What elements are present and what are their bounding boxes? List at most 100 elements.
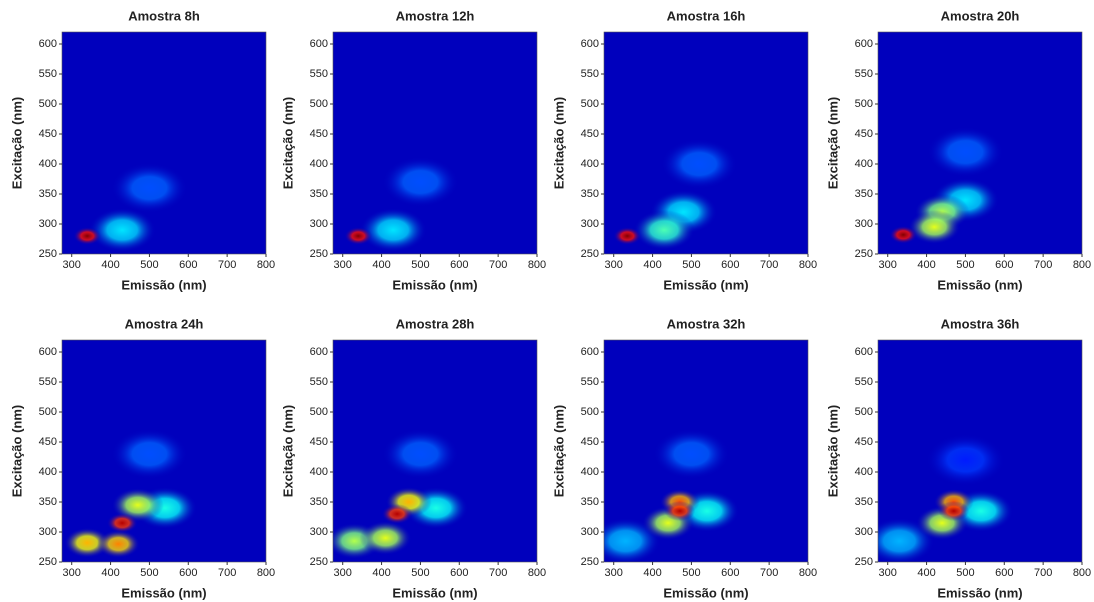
- y-tick-label: 350: [581, 188, 599, 200]
- plot-frame: [603, 339, 809, 563]
- y-axis-label: Excitação (nm): [551, 405, 566, 497]
- y-axis-label: Excitação (nm): [9, 97, 24, 189]
- x-tick-label: 800: [1073, 259, 1091, 271]
- y-tick-label: 300: [855, 526, 873, 538]
- x-axis-label: Emissão (nm): [121, 585, 206, 600]
- y-tick-label: 500: [855, 98, 873, 110]
- x-tick-label: 500: [140, 259, 158, 271]
- chart-title: Amostra 8h: [128, 8, 200, 23]
- x-tick-label: 700: [760, 259, 778, 271]
- peak: [925, 434, 1005, 486]
- heatmap-layer: [344, 157, 459, 252]
- x-tick-label: 800: [257, 259, 275, 271]
- x-tick-label: 400: [372, 567, 390, 579]
- plot-frame: [877, 31, 1083, 255]
- y-tick-label: 600: [39, 346, 57, 358]
- x-tick-label: 800: [528, 567, 546, 579]
- x-tick-label: 300: [605, 259, 623, 271]
- x-tick-label: 500: [411, 567, 429, 579]
- x-tick-label: 500: [682, 567, 700, 579]
- y-tick-label: 600: [855, 38, 873, 50]
- y-tick-label: 250: [39, 556, 57, 568]
- y-tick-label: 550: [310, 376, 328, 388]
- y-tick-label: 450: [310, 128, 328, 140]
- peak: [927, 127, 1004, 177]
- peak: [96, 530, 140, 558]
- x-tick-label: 700: [760, 567, 778, 579]
- x-tick-label: 700: [489, 259, 507, 271]
- y-tick-label: 500: [581, 406, 599, 418]
- heatmap-layer: [73, 163, 188, 252]
- x-axis-label: Emissão (nm): [392, 585, 477, 600]
- peak: [382, 157, 459, 207]
- y-tick-label: 600: [310, 38, 328, 50]
- peak: [661, 139, 738, 189]
- x-tick-label: 700: [489, 567, 507, 579]
- y-tick-label: 450: [39, 436, 57, 448]
- y-tick-label: 550: [855, 376, 873, 388]
- plot-frame: [61, 339, 267, 563]
- y-tick-label: 250: [855, 248, 873, 260]
- x-tick-label: 800: [1073, 567, 1091, 579]
- x-tick-label: 800: [799, 567, 817, 579]
- y-axis-label: Excitação (nm): [825, 405, 840, 497]
- y-tick-label: 600: [581, 346, 599, 358]
- x-tick-label: 600: [179, 259, 197, 271]
- y-tick-label: 450: [581, 436, 599, 448]
- x-tick-label: 600: [995, 567, 1013, 579]
- y-tick-label: 600: [310, 346, 328, 358]
- y-tick-label: 400: [39, 466, 57, 478]
- x-tick-label: 300: [63, 567, 81, 579]
- x-tick-label: 400: [917, 567, 935, 579]
- y-tick-label: 400: [855, 466, 873, 478]
- peak: [908, 210, 961, 244]
- y-tick-label: 600: [581, 38, 599, 50]
- x-axis-label: Emissão (nm): [121, 277, 206, 292]
- x-tick-label: 400: [101, 259, 119, 271]
- x-tick-label: 500: [411, 259, 429, 271]
- x-tick-label: 300: [334, 567, 352, 579]
- x-tick-label: 600: [995, 259, 1013, 271]
- chart-title: Amostra 24h: [125, 316, 204, 331]
- peak: [633, 210, 695, 250]
- y-tick-label: 300: [855, 218, 873, 230]
- y-tick-label: 400: [310, 158, 328, 170]
- y-tick-label: 450: [581, 128, 599, 140]
- peak: [653, 429, 730, 479]
- x-tick-label: 400: [917, 259, 935, 271]
- x-axis-label: Emissão (nm): [663, 277, 748, 292]
- x-tick-label: 700: [1034, 259, 1052, 271]
- y-tick-label: 500: [310, 98, 328, 110]
- chart-title: Amostra 28h: [396, 316, 475, 331]
- x-axis-label: Emissão (nm): [392, 277, 477, 292]
- x-tick-label: 800: [799, 259, 817, 271]
- peak: [381, 504, 413, 524]
- x-tick-label: 600: [179, 567, 197, 579]
- peak: [382, 429, 459, 479]
- y-tick-label: 600: [39, 38, 57, 50]
- y-tick-label: 500: [581, 98, 599, 110]
- x-tick-label: 300: [334, 259, 352, 271]
- y-tick-label: 500: [39, 406, 57, 418]
- peak: [938, 501, 970, 521]
- y-tick-label: 300: [581, 218, 599, 230]
- x-tick-label: 400: [643, 567, 661, 579]
- y-tick-label: 350: [310, 188, 328, 200]
- y-tick-label: 550: [855, 68, 873, 80]
- y-tick-label: 550: [39, 376, 57, 388]
- y-tick-label: 450: [310, 436, 328, 448]
- y-tick-label: 500: [39, 98, 57, 110]
- y-tick-label: 400: [39, 158, 57, 170]
- y-axis-label: Excitação (nm): [9, 405, 24, 497]
- x-tick-label: 600: [721, 567, 739, 579]
- peak: [88, 208, 156, 252]
- y-tick-label: 450: [855, 436, 873, 448]
- y-tick-label: 250: [39, 248, 57, 260]
- y-tick-label: 400: [581, 466, 599, 478]
- y-tick-label: 400: [581, 158, 599, 170]
- y-tick-label: 550: [39, 68, 57, 80]
- peak: [344, 227, 373, 245]
- y-tick-label: 350: [39, 188, 57, 200]
- x-tick-label: 700: [218, 259, 236, 271]
